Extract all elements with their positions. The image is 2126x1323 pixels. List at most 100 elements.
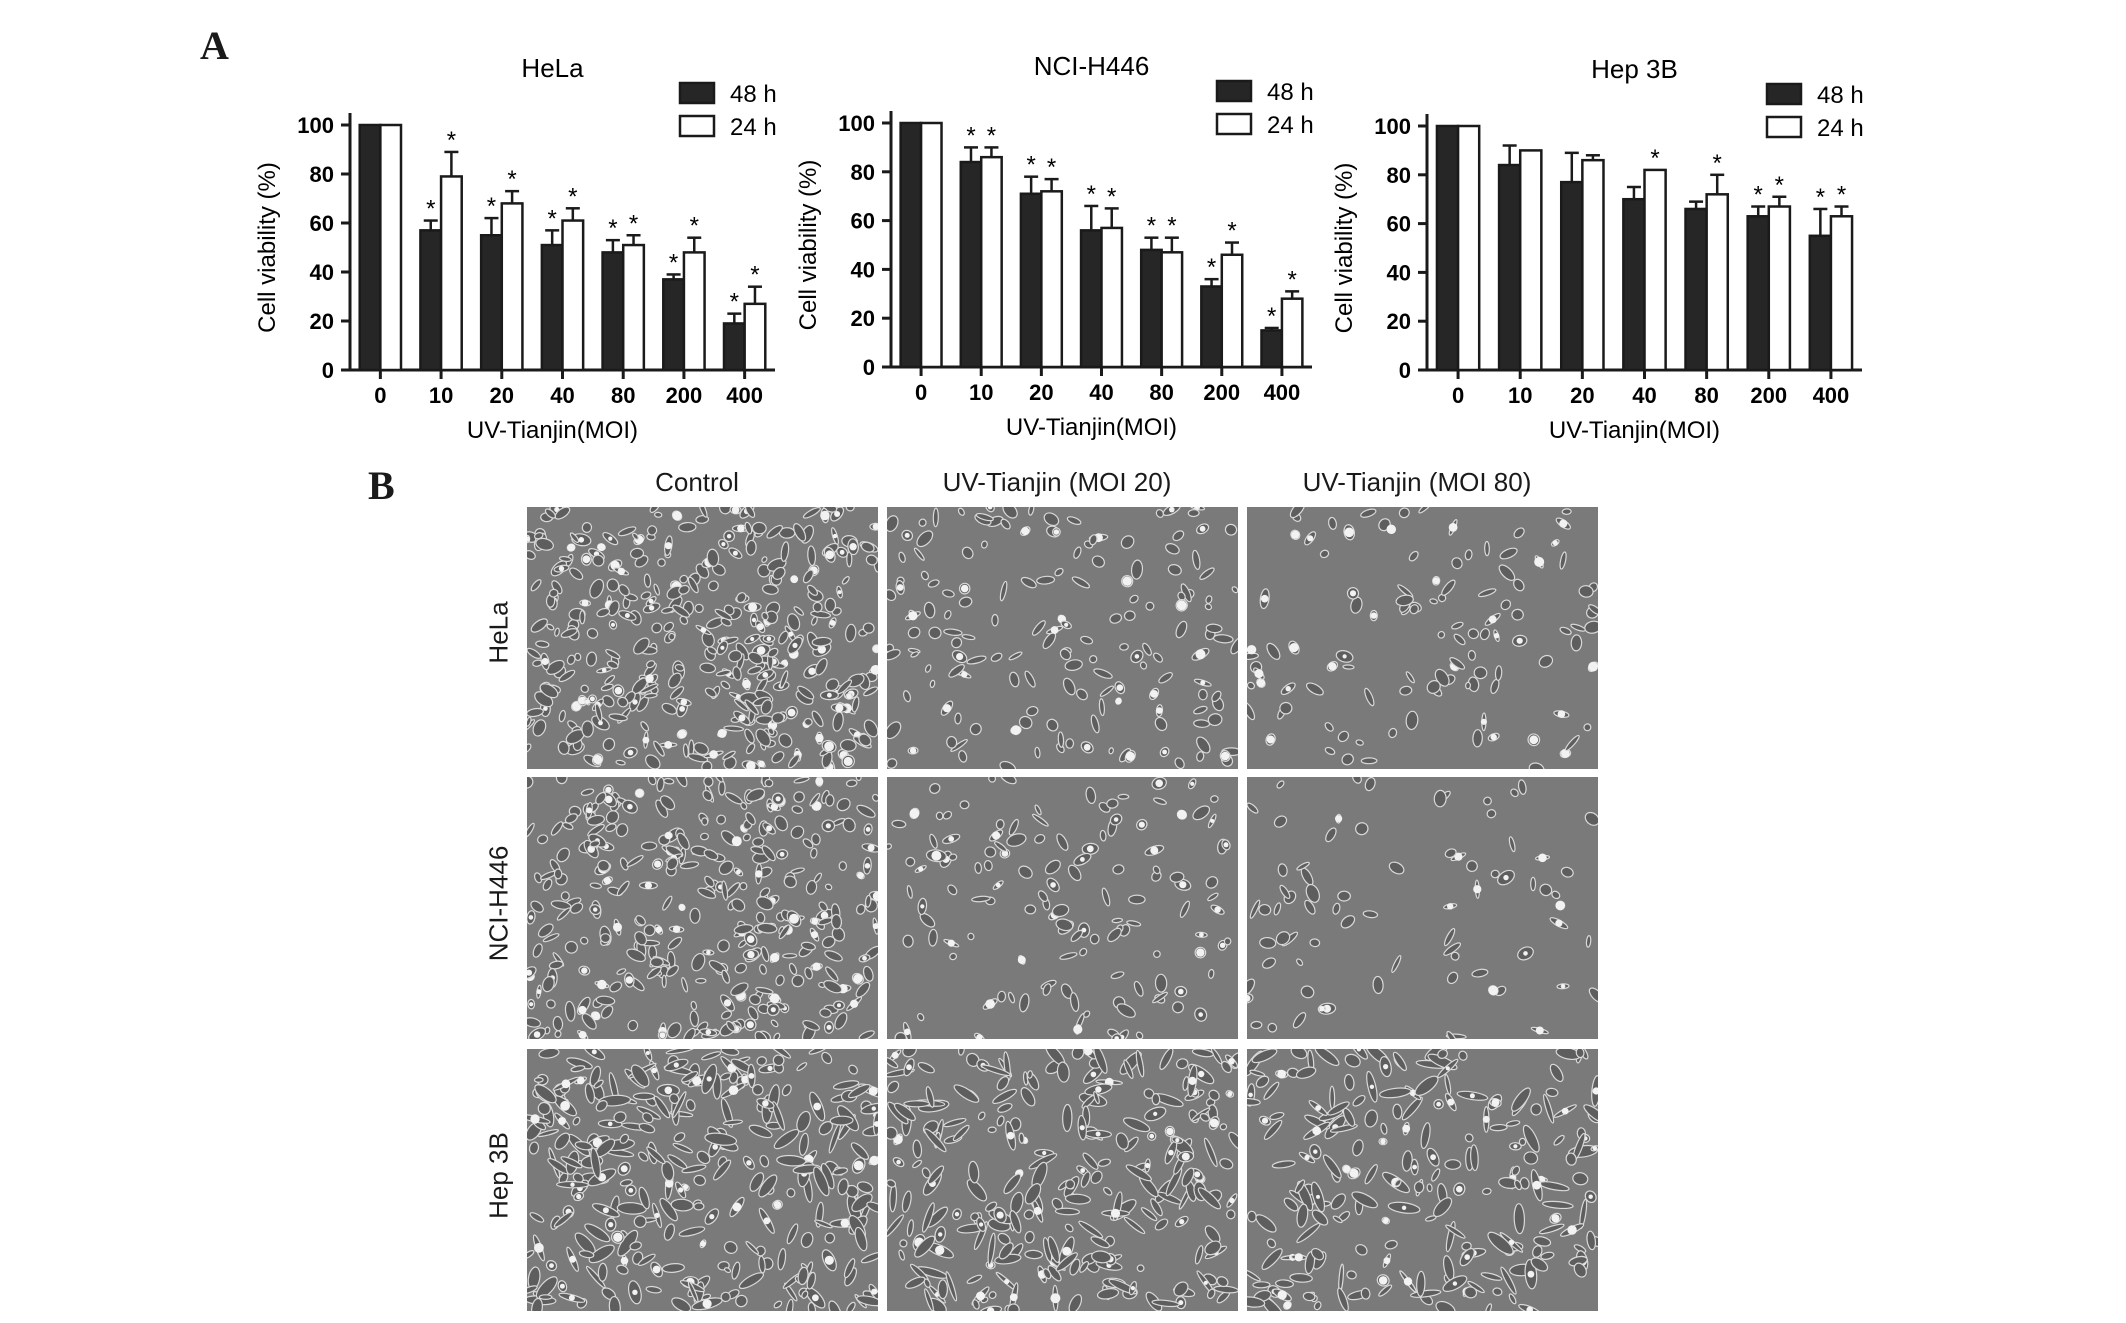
chart2-title: Hep 3B: [1591, 54, 1678, 84]
chart0-x-tick-label: 200: [666, 383, 703, 408]
chart0-bar: [601, 251, 625, 372]
chart1-legend-label: 48 h: [1267, 79, 1314, 106]
chart2-significance-marker: *: [1713, 150, 1722, 177]
chart1-bar: [1019, 192, 1043, 369]
chart0-bar: [358, 123, 382, 372]
chart1-bar: [1160, 251, 1184, 369]
chart0-legend-label: 24 h: [730, 114, 777, 141]
micrograph-tile: [527, 507, 878, 769]
chart0-legend-swatch: [678, 81, 716, 105]
chart0-bar: [419, 229, 443, 372]
chart1-y-tick-label: 20: [851, 306, 875, 331]
chart1-significance-marker: *: [1026, 152, 1035, 179]
chart1-y-tick-label: 80: [851, 160, 875, 185]
chart0-bar: [561, 219, 585, 372]
chart2-y-tick-label: 20: [1387, 309, 1411, 334]
chart2-y-tick-label: 40: [1387, 260, 1411, 285]
chart2-x-tick-label: 200: [1750, 383, 1787, 408]
chart1-bar: [1079, 229, 1103, 369]
micrograph-cells: [887, 507, 1238, 769]
chart0-significance-marker: *: [568, 183, 577, 210]
chart1-bar: [899, 121, 923, 369]
chart0-x-axis-label: UV-Tianjin(MOI): [467, 417, 638, 444]
chart2-x-tick-label: 0: [1452, 383, 1464, 408]
micrograph-tile: [527, 1049, 878, 1311]
micrograph-tile: [1247, 507, 1598, 769]
chart0-y-tick-label: 0: [322, 358, 334, 383]
chart0-bar: [439, 175, 463, 372]
chart1-bar: [979, 155, 1003, 369]
chart0-significance-marker: *: [730, 289, 739, 316]
chart2-bar: [1435, 124, 1460, 372]
chart2-bar: [1456, 124, 1481, 372]
chart1-x-tick-label: 400: [1264, 380, 1301, 405]
chart0-y-tick-label: 80: [310, 162, 334, 187]
panel-a-label: A: [200, 23, 229, 68]
chart1-y-axis-label: Cell viability (%): [795, 160, 822, 331]
chart0-y-tick-label: 100: [297, 113, 334, 138]
chart2-legend-label: 48 h: [1817, 82, 1864, 109]
chart0-significance-marker: *: [487, 193, 496, 220]
chart1-legend-swatch: [1215, 79, 1253, 103]
chart0-bar: [662, 278, 686, 372]
chart2-y-axis-label: Cell viability (%): [1331, 163, 1358, 334]
chart2-x-tick-label: 20: [1570, 383, 1594, 408]
chart2-y-tick-label: 0: [1399, 358, 1411, 383]
chart1-y-tick-label: 0: [863, 355, 875, 380]
chart1-significance-marker: *: [1047, 154, 1056, 181]
chart0-y-tick-label: 40: [310, 260, 334, 285]
chart0-title: HeLa: [521, 53, 584, 83]
chart0-significance-marker: *: [447, 127, 456, 154]
chart1-significance-marker: *: [1087, 181, 1096, 208]
chart2-bar: [1559, 180, 1584, 372]
chart1-bar: [919, 121, 943, 369]
chart2-significance-marker: *: [1754, 182, 1763, 209]
chart0-bar: [479, 234, 504, 372]
chart0-bar: [743, 302, 767, 372]
chart1-bar: [1040, 190, 1064, 369]
chart1-significance-marker: *: [1267, 303, 1276, 330]
chart2-x-axis-label: UV-Tianjin(MOI): [1549, 417, 1720, 444]
chart1-bar: [1220, 253, 1244, 369]
chart2-bar: [1643, 168, 1667, 372]
micrograph-cells: [1247, 777, 1598, 1039]
chart2-bar: [1808, 234, 1833, 372]
chart2-bar: [1518, 149, 1543, 372]
chart0-bar: [722, 322, 746, 372]
micrograph-cells: [527, 507, 878, 769]
chart2-legend-swatch: [1765, 115, 1803, 139]
bar-charts: HeLa 0 20 40 60 80 100 Cell viability (%) 0 10 * * 2…: [254, 51, 1864, 444]
chart0-x-tick-label: 400: [726, 383, 763, 408]
micrograph-tile: [887, 777, 1238, 1039]
chart1-legend-swatch: [1215, 112, 1253, 136]
chart2-y-tick-label: 60: [1387, 212, 1411, 237]
chart1-significance-marker: *: [1167, 213, 1176, 240]
micrograph-cells: [1247, 507, 1598, 769]
chart0-significance-marker: *: [548, 205, 557, 232]
column-title-control: Control: [655, 467, 739, 497]
micrograph-tile: [527, 777, 878, 1039]
chart2-significance-marker: *: [1816, 184, 1825, 211]
chart1-x-axis-label: UV-Tianjin(MOI): [1006, 414, 1177, 441]
chart0-significance-marker: *: [426, 196, 435, 223]
chart0-bar: [682, 251, 706, 372]
chart2-significance-marker: *: [1837, 182, 1846, 209]
chart2-legend-label: 24 h: [1817, 115, 1864, 142]
panel-b-label: B: [368, 463, 395, 508]
chart0-x-tick-label: 20: [490, 383, 514, 408]
chart0-y-tick-label: 60: [310, 211, 334, 236]
chart1-bar: [1100, 226, 1124, 369]
chart1-significance-marker: *: [1107, 183, 1116, 210]
chart2-bar: [1581, 158, 1605, 372]
chart1-legend-label: 24 h: [1267, 112, 1314, 139]
chart1-y-tick-label: 100: [838, 111, 875, 136]
micrograph-cells: [527, 1049, 878, 1311]
row-label-hep3b: Hep 3B: [483, 1132, 514, 1219]
chart1-x-tick-label: 10: [969, 380, 993, 405]
chart2-x-tick-label: 40: [1632, 383, 1656, 408]
chart2-bar: [1622, 197, 1646, 372]
chart1-x-tick-label: 20: [1029, 380, 1053, 405]
chart0-bar: [621, 243, 646, 372]
chart1-x-tick-label: 0: [915, 380, 927, 405]
chart0-significance-marker: *: [629, 210, 638, 237]
